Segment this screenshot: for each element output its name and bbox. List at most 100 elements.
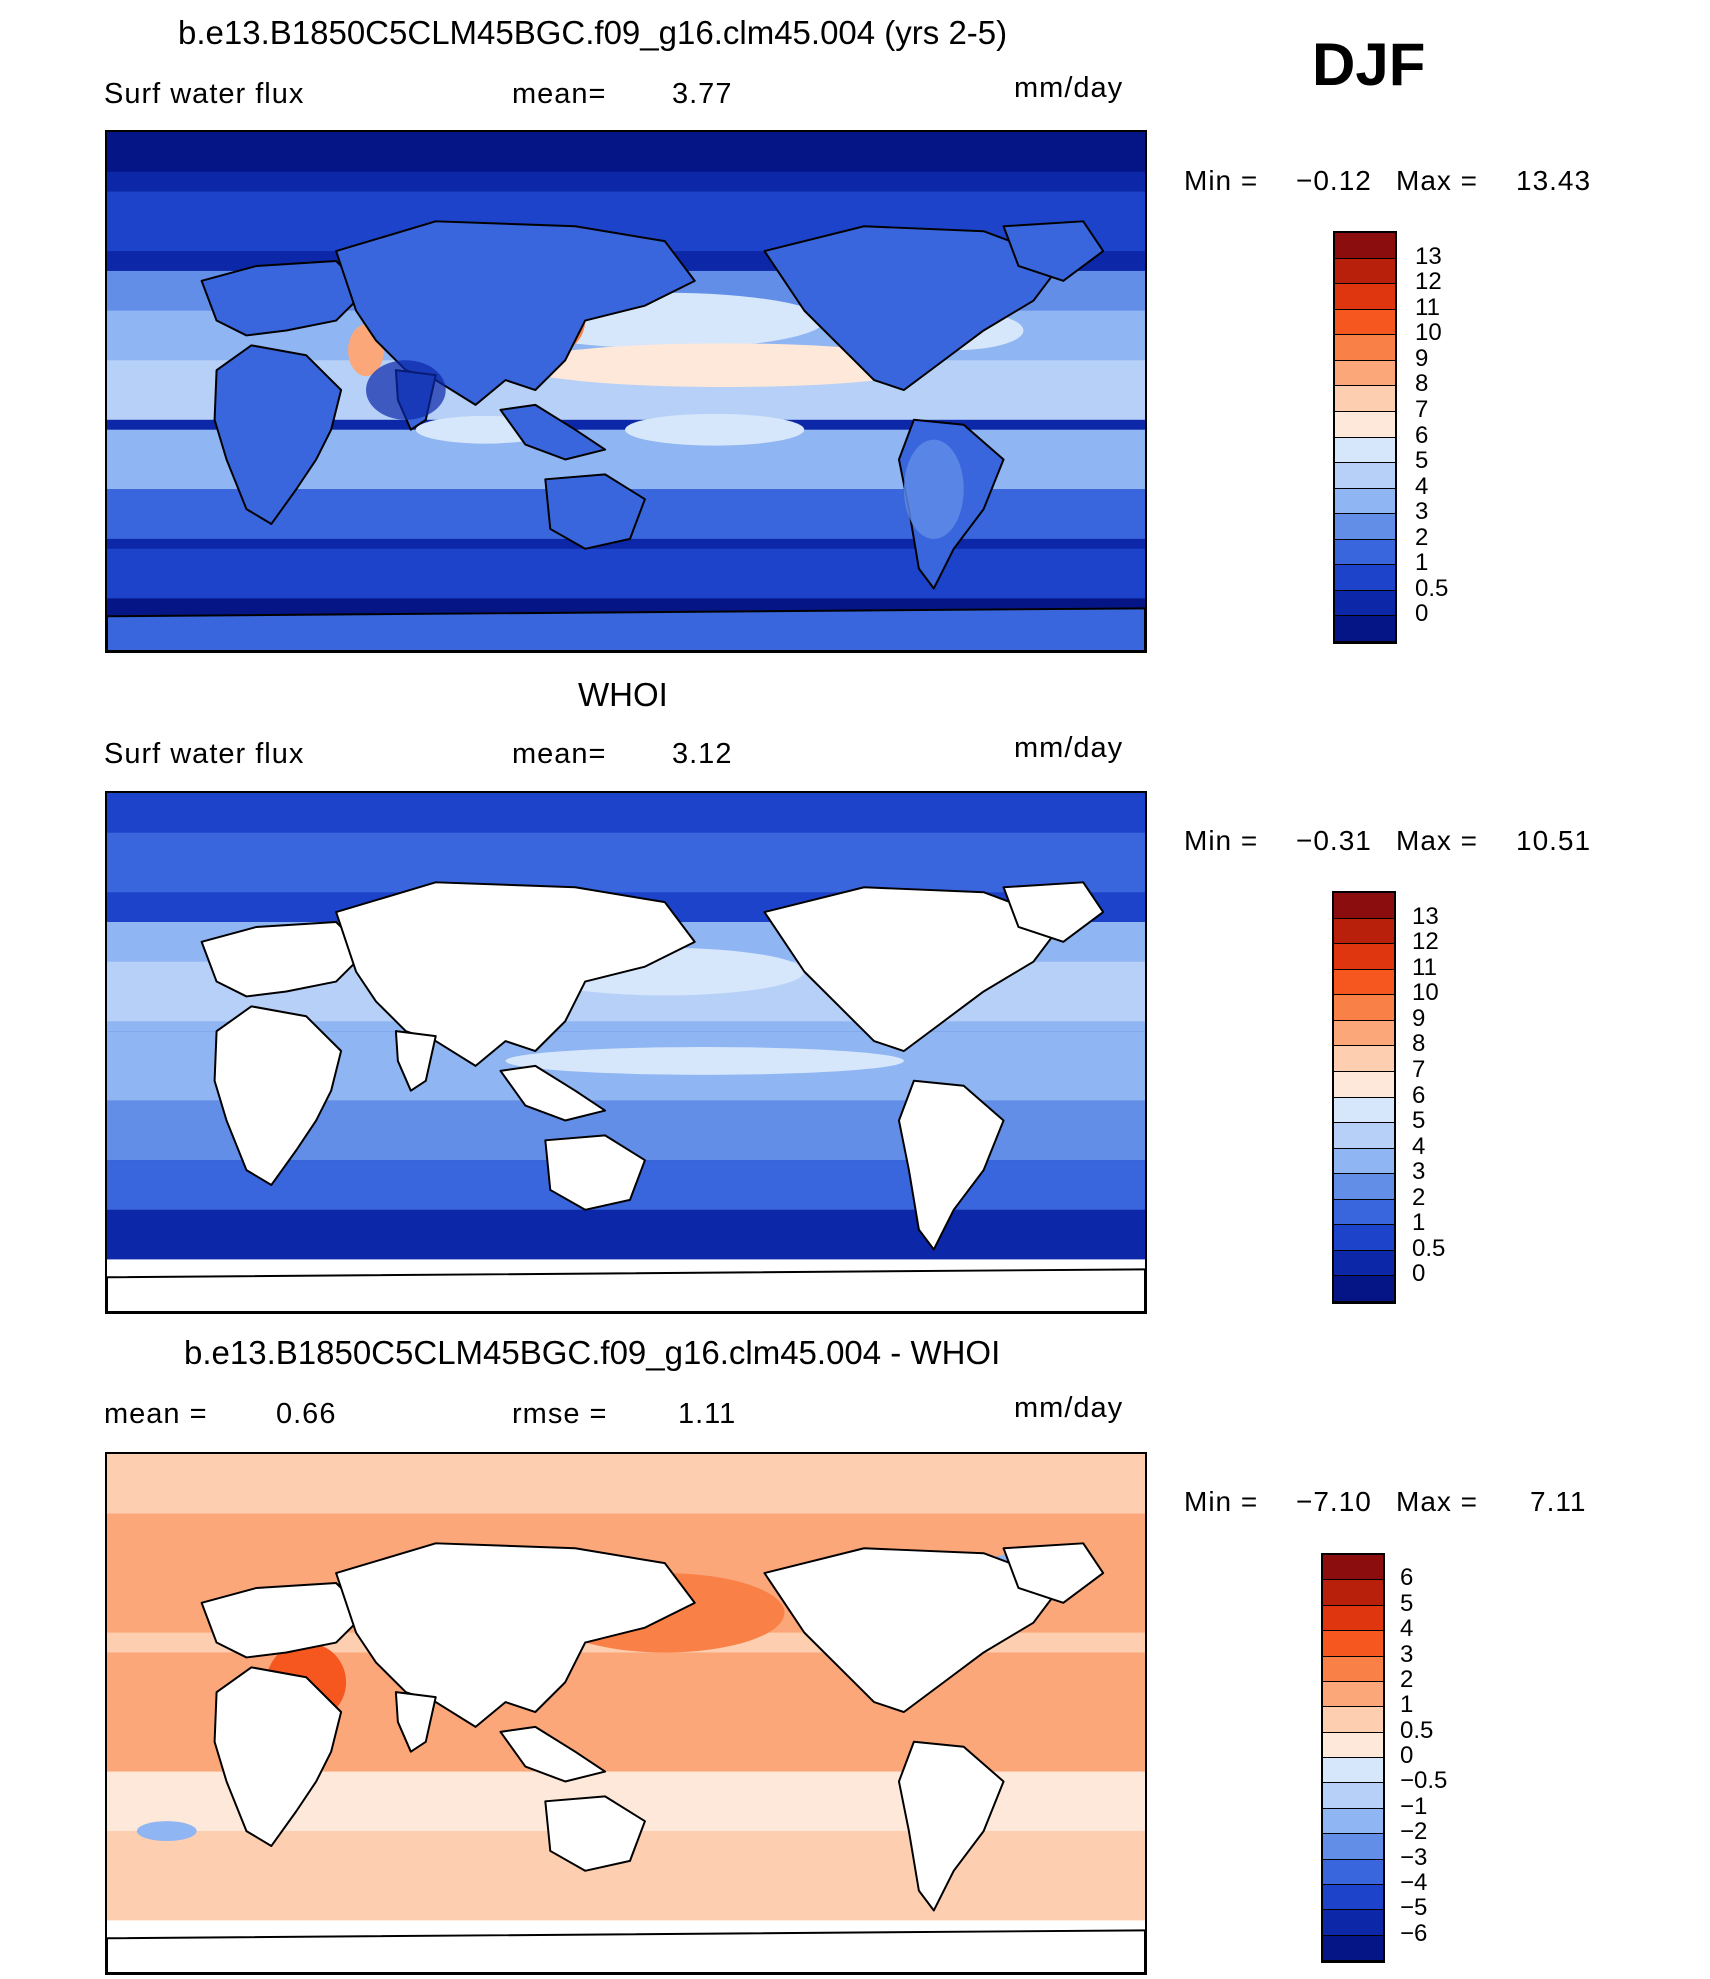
colorbar-swatch [1323, 1859, 1383, 1885]
colorbar-tick-label: −4 [1400, 1868, 1428, 1896]
colorbar-swatch [1335, 233, 1395, 259]
coastline [200, 260, 367, 337]
contour-band [107, 132, 1145, 172]
colorbar-swatch [1335, 360, 1395, 387]
colorbar-tick-label: 6 [1412, 1081, 1426, 1109]
colorbar-tick-label: 7 [1415, 395, 1429, 423]
colorbar-swatch [1323, 1631, 1383, 1657]
contour-region [505, 1047, 904, 1075]
panel-model-min-value: −0.12 [1296, 165, 1372, 196]
coastline [107, 1929, 1145, 1973]
map-canvas [107, 132, 1145, 651]
colorbar-swatch [1334, 1097, 1394, 1124]
panel-model-max-label: Max = [1396, 165, 1479, 196]
colorbar-tick-label: 11 [1415, 293, 1440, 321]
colorbar-tick-label: 3 [1412, 1158, 1426, 1186]
colorbar-tick-label: 4 [1400, 1615, 1414, 1643]
colorbar-swatch [1334, 944, 1394, 970]
coastline [763, 1547, 1065, 1714]
colorbar-tick-label: 11 [1412, 953, 1437, 981]
map-canvas [107, 1454, 1145, 1973]
panel-obs-units: mm/day [1014, 732, 1124, 764]
panel-obs-max-label: Max = [1396, 825, 1479, 856]
panel-obs-max-value: 10.51 [1516, 825, 1592, 856]
panel-diff-rmse-label: rmse = [512, 1398, 608, 1430]
contour-region [903, 439, 964, 539]
colorbar-swatch [1335, 514, 1395, 540]
colorbar-tick-label: 3 [1415, 498, 1429, 526]
colorbar-swatch [1335, 488, 1395, 515]
panel-diff-min-value: −7.10 [1296, 1486, 1372, 1517]
colorbar-swatch [1334, 1046, 1394, 1072]
colorbar-swatch [1323, 1605, 1383, 1632]
colorbar-tick-label: 2 [1415, 523, 1429, 551]
colorbar-tick-label: 0 [1415, 600, 1429, 628]
colorbar-tick-label: −5 [1400, 1894, 1428, 1922]
coastline [107, 607, 1145, 651]
map-canvas [107, 793, 1145, 1312]
colorbar-tick-label: −2 [1400, 1818, 1428, 1846]
colorbar-tick-label: 1 [1412, 1209, 1426, 1237]
contour-region [625, 413, 805, 446]
colorbar-swatch [1335, 411, 1395, 438]
colorbar-tick-label: 0 [1412, 1260, 1426, 1288]
panel-obs-title: WHOI [578, 676, 668, 713]
colorbar-tick-label: 4 [1415, 472, 1429, 500]
panel-model-variable-label: Surf water flux [104, 78, 305, 110]
colorbar-swatch [1334, 1276, 1394, 1302]
colorbar-swatch [1323, 1707, 1383, 1733]
colorbar-swatch [1335, 565, 1395, 591]
coastline [897, 1079, 1005, 1251]
panel-model-mean-value: 3.77 [672, 78, 733, 110]
colorbar-swatch [1335, 258, 1395, 285]
colorbar-swatch [1334, 1225, 1394, 1251]
coastline [213, 344, 343, 525]
panel-model-units: mm/day [1014, 72, 1124, 104]
coastline [544, 473, 646, 550]
colorbar-tick-label: 6 [1400, 1564, 1414, 1592]
colorbar-tick-label: 10 [1415, 319, 1442, 347]
colorbar-tick-label: 0.5 [1415, 574, 1449, 602]
colorbar-swatch [1323, 1834, 1383, 1860]
panel-diff-rmse-value: 1.11 [678, 1398, 737, 1430]
coastline [335, 881, 696, 1067]
colorbar-swatch [1334, 918, 1394, 945]
contour-region [136, 1821, 197, 1842]
colorbar-tick-label: 13 [1412, 902, 1439, 930]
panel-model-max-value: 13.43 [1516, 165, 1592, 196]
coastline [763, 225, 1065, 392]
colorbar-tick-label: 9 [1412, 1004, 1426, 1032]
coastline [335, 220, 696, 406]
coastline [200, 1582, 367, 1659]
colorbar-tick-label: 10 [1412, 979, 1439, 1007]
coastline [394, 1030, 437, 1092]
colorbar-tick-label: 8 [1415, 370, 1429, 398]
colorbar-tick-label: 4 [1412, 1132, 1426, 1160]
panel-diff-colorbar [1321, 1553, 1385, 1963]
coastline [499, 1725, 607, 1783]
panel-diff-mean-label: mean = [104, 1398, 208, 1430]
panel-model-min-label: Min = [1184, 165, 1259, 196]
panel-obs-mean-label: mean= [512, 738, 607, 770]
coastline [897, 1740, 1005, 1912]
colorbar-swatch [1334, 969, 1394, 996]
colorbar-tick-label: 3 [1400, 1640, 1414, 1668]
panel-model-mean-label: mean= [512, 78, 607, 110]
colorbar-swatch [1334, 1199, 1394, 1226]
colorbar-swatch [1334, 893, 1394, 919]
colorbar-tick-label: 13 [1415, 242, 1442, 270]
contour-region [366, 360, 446, 420]
panel-diff-units: mm/day [1014, 1392, 1124, 1424]
colorbar-swatch [1335, 386, 1395, 412]
colorbar-swatch [1323, 1580, 1383, 1606]
colorbar-swatch [1335, 463, 1395, 489]
panel-obs-min-label: Min = [1184, 825, 1259, 856]
colorbar-swatch [1323, 1783, 1383, 1809]
colorbar-tick-label: 5 [1415, 447, 1429, 475]
panel-diff-max-value: 7.11 [1530, 1486, 1587, 1517]
colorbar-tick-label: −1 [1400, 1792, 1428, 1820]
coastline [107, 1268, 1145, 1312]
panel-diff-map [105, 1452, 1147, 1975]
colorbar-tick-label: 2 [1412, 1183, 1426, 1211]
panel-obs-colorbar [1332, 891, 1396, 1304]
